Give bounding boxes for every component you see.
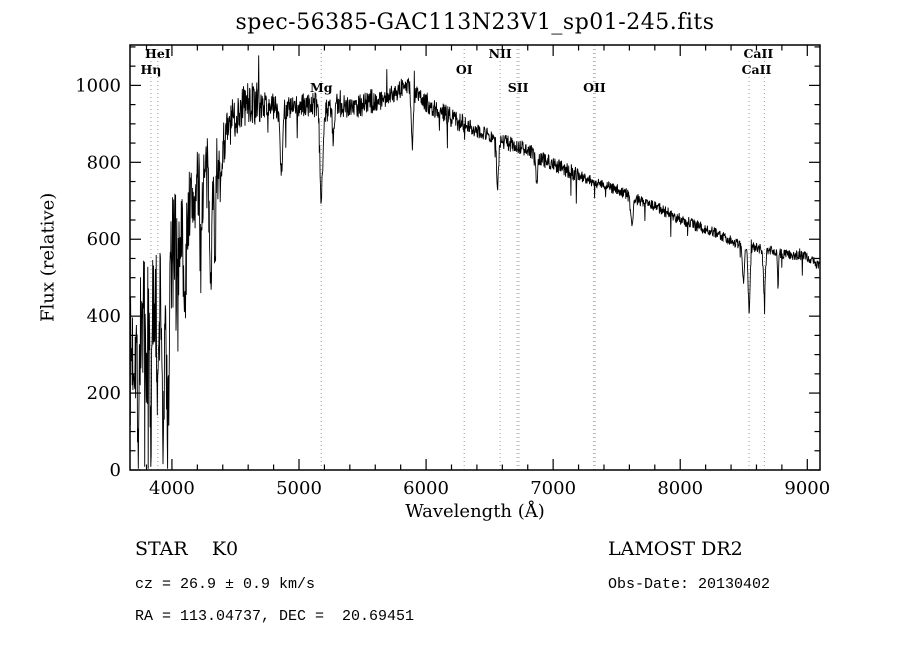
x-tick-label: 7000 bbox=[530, 478, 576, 499]
spectral-line-label: HeI bbox=[145, 46, 171, 61]
spectral-line-label: Hη bbox=[141, 62, 162, 77]
spectral-line-label: CaII bbox=[742, 62, 772, 77]
x-axis-label: Wavelength (Å) bbox=[405, 501, 545, 522]
ra-dec-value: RA = 113.04737, DEC = 20.69451 bbox=[135, 608, 415, 625]
spectral-line-label: Mg bbox=[310, 80, 333, 95]
spectral-line-label: CaII bbox=[743, 46, 773, 61]
object-class-label: STAR K0 bbox=[135, 538, 239, 560]
cz-value: cz = 26.9 ± 0.9 km/s bbox=[135, 576, 316, 593]
spectral-line-label: OII bbox=[583, 80, 606, 95]
y-axis-label: Flux (relative) bbox=[37, 192, 59, 323]
x-tick-label: 9000 bbox=[784, 478, 830, 499]
y-tick-label: 0 bbox=[110, 460, 121, 481]
spectral-line-label: OI bbox=[456, 62, 473, 77]
y-tick-label: 200 bbox=[87, 383, 121, 404]
y-tick-label: 600 bbox=[87, 229, 121, 250]
plot-title: spec-56385-GAC113N23V1_sp01-245.fits bbox=[235, 10, 715, 35]
spectral-line-label: SII bbox=[508, 80, 529, 95]
x-tick-label: 4000 bbox=[149, 478, 195, 499]
spectrum-trace bbox=[130, 55, 820, 469]
obs-date-value: Obs-Date: 20130402 bbox=[608, 576, 771, 593]
x-tick-label: 8000 bbox=[657, 478, 703, 499]
spectral-line-label: NII bbox=[489, 46, 512, 61]
x-tick-label: 6000 bbox=[403, 478, 449, 499]
survey-label: LAMOST DR2 bbox=[608, 538, 743, 560]
y-tick-label: 1000 bbox=[75, 75, 121, 96]
x-tick-label: 5000 bbox=[276, 478, 322, 499]
y-tick-label: 800 bbox=[87, 152, 121, 173]
plot-frame bbox=[129, 44, 821, 471]
y-tick-label: 400 bbox=[87, 306, 121, 327]
